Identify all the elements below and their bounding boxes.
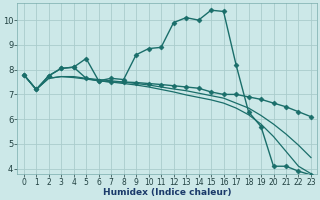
X-axis label: Humidex (Indice chaleur): Humidex (Indice chaleur) xyxy=(103,188,232,197)
